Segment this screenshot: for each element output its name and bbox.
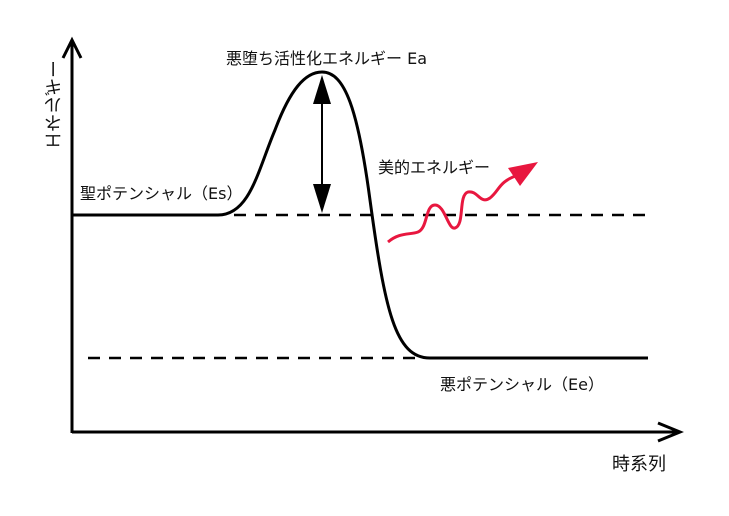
energy-curve [72,70,648,360]
holy-potential-label: 聖ポテンシャル（Es） [80,184,243,203]
x-axis [72,421,684,443]
evil-potential-label: 悪ポテンシャル（Ee） [440,375,604,394]
beauty-energy-label: 美的エネルギー [378,158,491,177]
activation-double-arrow [313,75,331,213]
y-axis-label: エネルギー [44,60,65,150]
beauty-energy-wave-arrow [387,162,538,244]
activation-energy-label: 悪堕ち活性化エネルギー Ea [226,49,428,68]
x-axis-label: 時系列 [612,454,666,475]
y-axis [61,36,83,433]
